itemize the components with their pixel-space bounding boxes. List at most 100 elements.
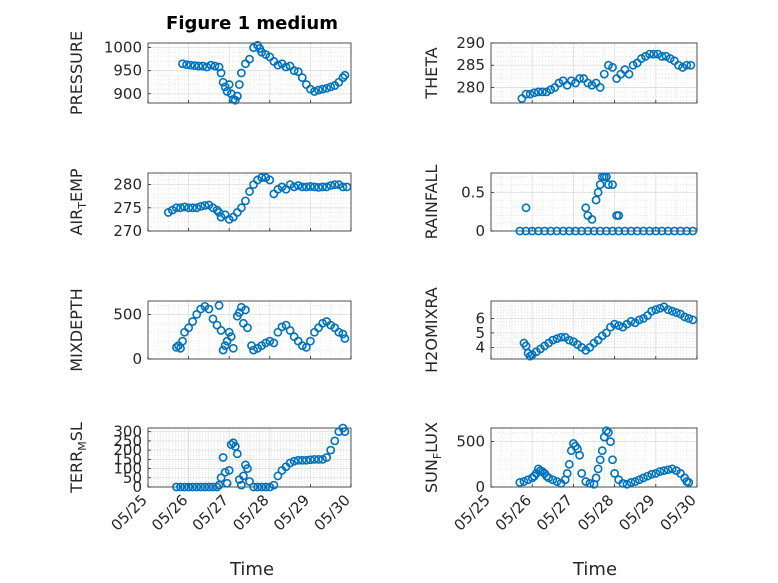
data-point xyxy=(326,82,336,92)
data-point xyxy=(314,323,323,333)
data-point xyxy=(564,226,574,236)
data-point xyxy=(659,466,669,476)
y-tick-label: 1000 xyxy=(104,39,142,57)
data-point xyxy=(657,226,667,236)
data-point xyxy=(226,440,236,449)
data-point xyxy=(651,226,661,236)
data-point xyxy=(188,317,198,326)
data-point xyxy=(672,308,681,317)
data-point xyxy=(200,482,210,492)
data-point xyxy=(273,471,283,481)
x-axis-label-left: Time xyxy=(229,559,274,580)
data-point xyxy=(228,343,238,353)
x-tick-label: 05/30 xyxy=(657,491,700,534)
figure-title: Figure 1 medium xyxy=(166,13,338,34)
data-point xyxy=(273,60,283,70)
data-point xyxy=(224,327,234,337)
data-point xyxy=(330,180,340,189)
data-point xyxy=(269,338,279,348)
data-point xyxy=(220,467,230,477)
y-tick-label: 50 xyxy=(123,469,142,487)
data-point xyxy=(626,316,636,326)
data-point xyxy=(186,60,196,70)
data-point xyxy=(239,318,248,328)
data-point xyxy=(540,226,549,236)
subplot-theta: 280 285 290 THETA xyxy=(422,34,698,104)
data-point xyxy=(577,468,587,478)
data-point xyxy=(310,87,319,96)
data-point xyxy=(318,182,327,192)
data-point xyxy=(546,226,556,236)
data-point xyxy=(293,455,303,465)
data-point xyxy=(521,89,531,99)
data-point xyxy=(544,473,554,483)
data-point xyxy=(340,334,350,343)
data-point xyxy=(230,95,240,105)
x-tick-label: 05/29 xyxy=(270,491,313,534)
data-point xyxy=(249,482,258,492)
data-point xyxy=(585,478,595,488)
data-point xyxy=(338,329,348,339)
y-axis-label: MIXDEPTH xyxy=(67,288,86,371)
x-tick-label: 05/29 xyxy=(615,491,658,534)
data-point xyxy=(519,477,529,486)
data-point xyxy=(293,67,303,77)
y-tick-label: 0.5 xyxy=(461,183,485,201)
data-point xyxy=(527,226,537,236)
data-point xyxy=(649,49,659,59)
data-point xyxy=(212,205,222,215)
data-point xyxy=(265,336,275,346)
data-point xyxy=(245,477,254,486)
data-point xyxy=(277,322,287,332)
data-point xyxy=(232,91,242,101)
data-point xyxy=(176,482,185,492)
data-point xyxy=(548,475,558,485)
data-point xyxy=(533,226,543,236)
x-tick-label: 05/28 xyxy=(229,491,272,534)
axes-box xyxy=(490,42,698,104)
data-point xyxy=(305,182,315,191)
data-point xyxy=(608,455,617,465)
x-tick-label: 05/26 xyxy=(492,491,535,534)
data-point xyxy=(249,345,258,355)
data-point xyxy=(216,473,226,483)
data-point xyxy=(326,181,336,190)
data-point xyxy=(643,471,652,481)
data-point xyxy=(184,323,193,333)
data-point xyxy=(178,336,187,346)
data-point xyxy=(241,305,250,315)
data-point xyxy=(188,203,198,213)
data-point xyxy=(285,326,295,335)
data-point xyxy=(657,51,667,61)
data-point xyxy=(667,306,677,316)
data-point xyxy=(172,342,181,352)
data-point xyxy=(232,449,242,459)
data-point xyxy=(314,85,323,95)
y-axis-label: THETA xyxy=(422,47,441,99)
data-point xyxy=(322,453,332,462)
data-point xyxy=(289,182,299,192)
data-point xyxy=(610,319,619,329)
data-point xyxy=(521,203,531,213)
subplot-h2omixra: 456 H2OMIXRA xyxy=(422,287,698,373)
data-point xyxy=(639,473,648,483)
x-tick-label: 05/25 xyxy=(451,491,494,534)
data-point xyxy=(314,182,323,192)
axes-box xyxy=(147,300,352,360)
x-tick-label: 05/27 xyxy=(533,491,576,534)
data-point xyxy=(564,459,574,469)
data-point xyxy=(684,313,694,323)
data-point xyxy=(301,182,311,192)
axes-box xyxy=(147,42,352,104)
data-point xyxy=(655,303,665,313)
data-point xyxy=(591,195,601,205)
data-point xyxy=(214,301,224,310)
data-point xyxy=(686,60,696,70)
y-tick-label: 200 xyxy=(113,441,142,459)
data-point xyxy=(172,482,181,492)
data-point xyxy=(663,305,673,315)
data-point xyxy=(581,477,591,486)
data-point xyxy=(318,84,327,94)
data-point xyxy=(245,54,254,64)
